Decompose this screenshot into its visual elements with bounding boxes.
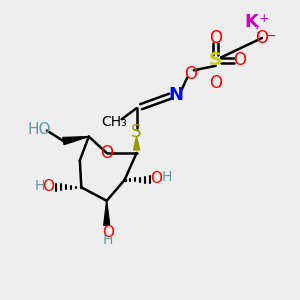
Polygon shape [104,201,110,225]
Text: N: N [168,86,183,104]
Text: CH₃: CH₃ [101,115,127,129]
Text: H: H [103,233,113,247]
Text: O: O [233,51,246,69]
Text: H: H [35,179,46,193]
Text: H: H [161,170,172,184]
Text: S: S [209,51,222,69]
Text: O: O [209,74,222,92]
Text: O: O [256,29,268,47]
Text: O: O [184,65,197,83]
Polygon shape [63,136,89,145]
Text: S: S [131,123,142,141]
Text: HO: HO [28,122,51,136]
Text: −: − [266,30,276,43]
Text: O: O [102,225,114,240]
Text: +: + [258,12,269,25]
Text: O: O [209,29,222,47]
Text: O: O [100,144,113,162]
Text: O: O [150,171,162,186]
Text: O: O [42,179,54,194]
Text: K: K [244,13,259,31]
Polygon shape [134,136,140,150]
